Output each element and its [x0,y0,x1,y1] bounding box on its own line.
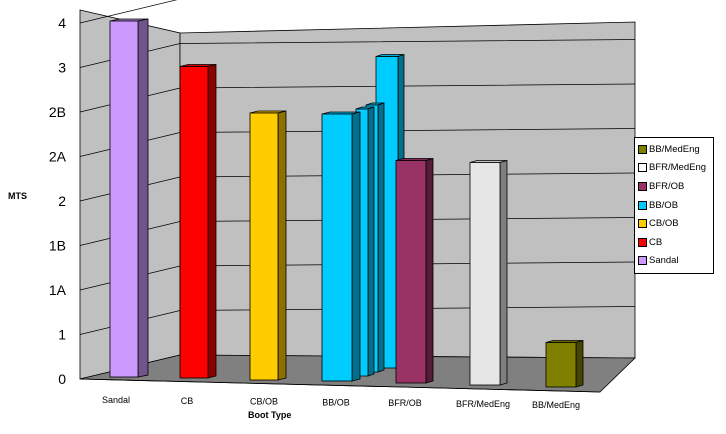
bar-sandal [109,18,149,378]
bar-cb [179,63,217,379]
bar-front [395,160,427,384]
legend-item: CB/OB [635,214,713,233]
x-tick-label: CB [181,396,194,406]
chart-legend: BB/MedEng BFR/MedEng BFR/OB BB/OB CB/OB CB San… [634,137,714,275]
y-axis-title: MTS [8,191,27,201]
bar-side [137,18,149,378]
bar-side [425,157,434,384]
bar-side [207,63,217,379]
legend-swatch [638,144,647,154]
legend-label: BB/OB [649,199,679,211]
bar-bfr-ob [395,157,434,384]
legend-swatch [638,237,647,247]
legend-label: BB/MedEng [649,143,700,155]
legend-swatch [638,163,647,173]
legend-label: CB/OB [649,218,679,230]
legend-item: BFR/MedEng [635,159,713,178]
legend-label: CB [649,236,663,248]
y-tick-label: 4 [58,15,66,31]
bar-front [469,162,501,386]
bar-side [575,339,584,388]
x-axis-line [79,378,601,393]
gridline [79,0,178,24]
y-tick-label: 3 [58,60,66,76]
y-tick-label: 1 [58,327,66,343]
x-tick-label: BB/OB [322,397,350,407]
bar-side [499,159,508,386]
x-axis-title: Boot Type [248,410,291,420]
chart-ticks: 0 1 1A 1B 2 2A 2B 3 4 Sandal CB CB/OB BB/OB BFR/OB BFR… [49,15,580,410]
x-tick-label: CB/OB [250,397,278,407]
legend-item: BB/MedEng [635,140,713,159]
x-tick-label: Sandal [102,395,130,405]
bar-cb-ob [249,110,287,381]
bar-bb-ob [321,111,361,382]
x-tick-label: BFR/MedEng [456,399,510,409]
y-tick-label: 2 [58,193,66,209]
legend-swatch [638,200,647,210]
bar-side [367,106,375,377]
bar-front [321,113,353,382]
chart-bars [109,18,584,388]
legend-label: BFR/OB [649,180,685,192]
legend-item: BFR/OB [635,177,713,196]
bar-side [277,110,287,381]
bar-front [249,112,279,381]
y-tick-label: 2A [49,149,67,165]
bar-bb-mededng [545,339,584,388]
y-tick-label: 0 [58,371,66,387]
bar-bfr-mededng [469,159,508,386]
legend-label: Sandal [649,255,679,267]
x-tick-label: BFR/OB [388,398,422,408]
bar-front [179,66,209,379]
y-tick-label: 2B [49,104,66,120]
legend-item: Sandal [635,252,713,271]
x-tick-label: BB/MedEng [532,400,580,410]
legend-item: BB/OB [635,196,713,215]
y-tick-label: 1B [49,238,66,254]
legend-swatch [638,219,647,229]
bar-side [351,111,361,382]
bar-front [545,342,577,388]
legend-item: CB [635,233,713,252]
bar-side [377,102,385,373]
y-tick-label: 1A [49,282,67,298]
legend-label: BFR/MedEng [649,162,707,174]
legend-swatch [638,256,647,266]
legend-swatch [638,181,647,191]
bar-front [109,20,139,378]
